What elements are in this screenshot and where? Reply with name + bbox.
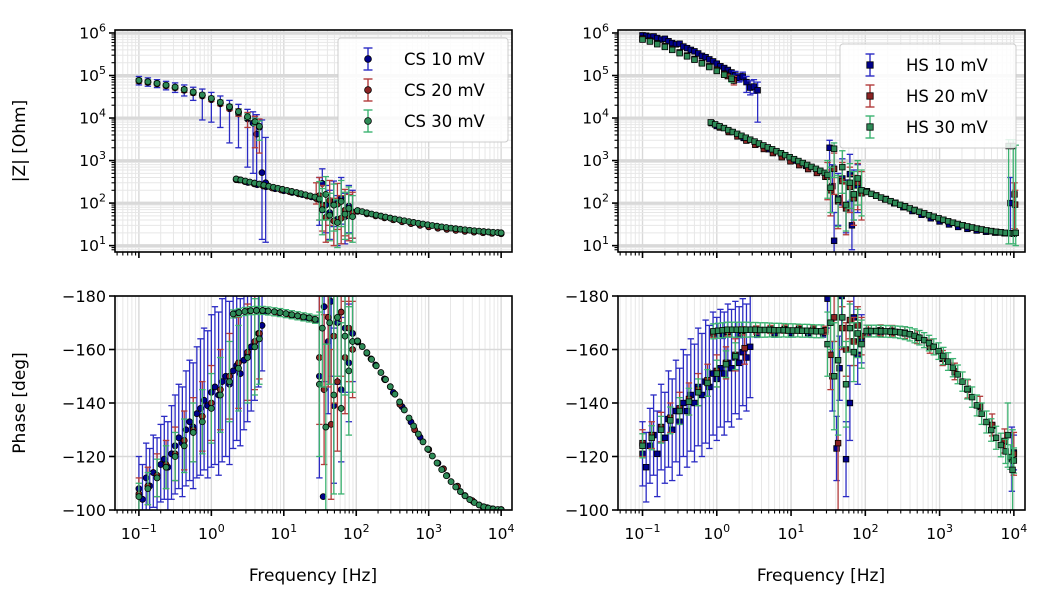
legend-entry: CS 20 mV (363, 78, 486, 102)
tick-label: 101 (582, 234, 609, 255)
data-series-layer (639, 32, 1019, 252)
data-series-layer (135, 296, 505, 510)
tick-label: 10−1 (625, 522, 661, 543)
legend-box (337, 37, 509, 143)
tick-labels: 10−1 100 101 102 103 104 −180 −160 −140 −120 −100 (62, 287, 514, 543)
tick-label: −120 (565, 448, 609, 467)
tick-label: −180 (62, 287, 106, 306)
series-hs-30-mv (639, 296, 1018, 510)
legend-label: CS 10 mV (404, 50, 486, 69)
tick-marks (109, 295, 502, 516)
tick-label: 101 (79, 234, 106, 255)
tick-label: −140 (62, 394, 106, 413)
legend-entry: HS 20 mV (865, 84, 988, 108)
subplots-layer: 106 105 104 103 102 101 CS 10 mV CS 20 mV CS 30 … (62, 21, 1027, 543)
legend-marker-icon (364, 86, 372, 94)
hs-phase-subplot: 10−1 100 101 102 103 104 −180 −160 −140 −120 −100 (565, 287, 1027, 543)
tick-labels: 106 105 104 103 102 101 (79, 21, 106, 255)
tick-label: −140 (565, 394, 609, 413)
legend-box (839, 43, 1017, 149)
tick-label: 106 (582, 21, 609, 42)
tick-label: 102 (582, 192, 609, 213)
tick-label: −100 (62, 501, 106, 520)
tick-label: 101 (270, 522, 297, 543)
tick-label: 102 (343, 522, 370, 543)
tick-label: 100 (198, 522, 225, 543)
tick-label: −100 (565, 501, 609, 520)
legend-entry: CS 10 mV (363, 47, 486, 71)
tick-label: 103 (582, 149, 609, 170)
gridlines (115, 30, 512, 252)
legend-label: HS 10 mV (906, 56, 988, 75)
legend-entry: HS 10 mV (865, 53, 988, 77)
tick-label: 104 (1000, 522, 1027, 543)
tick-label: 103 (415, 522, 442, 543)
tick-label: 104 (488, 522, 515, 543)
tick-marks (612, 295, 1015, 516)
tick-label: 10−1 (121, 522, 157, 543)
tick-label: 102 (79, 192, 106, 213)
axes-spines (617, 29, 1026, 253)
xlabel-frequency-right: Frequency [Hz] (757, 566, 885, 586)
series-cs-30-mv (135, 296, 505, 510)
tick-label: 102 (852, 522, 879, 543)
ylabel-phase: Phase [deg] (10, 352, 30, 453)
cs-magnitude-legend: CS 10 mV CS 20 mV CS 30 mV (337, 37, 509, 143)
tick-label: −160 (565, 341, 609, 360)
cs-magnitude-subplot: 106 105 104 103 102 101 CS 10 mV CS 20 mV CS 30 … (79, 21, 513, 258)
data-series-layer (639, 296, 1018, 510)
legend-marker-icon (866, 92, 874, 100)
series-cs-30-mv (135, 76, 505, 249)
tick-marks (109, 32, 502, 258)
legend-marker-icon (866, 123, 874, 131)
ylabel-impedance: |Z| [Ohm] (10, 100, 30, 183)
tick-label: 104 (79, 107, 106, 128)
tick-marks (612, 32, 1015, 258)
legend-entry: CS 30 mV (363, 109, 486, 133)
tick-label: −120 (62, 448, 106, 467)
tick-label: 104 (582, 107, 609, 128)
hs-magnitude-legend: HS 10 mV HS 20 mV HS 30 mV (839, 43, 1017, 149)
tick-label: 100 (703, 522, 730, 543)
data-series-layer (135, 75, 505, 249)
legend-marker-icon (364, 55, 372, 63)
tick-labels: 10−1 100 101 102 103 104 −180 −160 −140 −120 −100 (565, 287, 1027, 543)
tick-label: 103 (926, 522, 953, 543)
tick-label: 105 (582, 64, 609, 85)
axes-spines (114, 29, 513, 253)
tick-label: 106 (79, 21, 106, 42)
hs-magnitude-subplot: 106 105 104 103 102 101 HS 10 mV HS 20 mV HS 30 … (582, 21, 1026, 258)
legend-label: CS 20 mV (404, 81, 486, 100)
xlabel-frequency-left: Frequency [Hz] (249, 566, 377, 586)
tick-labels: 106 105 104 103 102 101 (582, 21, 609, 255)
legend-label: HS 30 mV (906, 118, 988, 137)
tick-label: −180 (565, 287, 609, 306)
legend-entry: HS 30 mV (865, 115, 988, 139)
legend-marker-icon (866, 61, 874, 69)
legend-marker-icon (364, 117, 372, 125)
tick-label: 101 (778, 522, 805, 543)
tick-label: 105 (79, 64, 106, 85)
legend-label: CS 30 mV (404, 112, 486, 131)
tick-label: 103 (79, 149, 106, 170)
series-hs-30-mv (639, 36, 1019, 247)
cs-phase-subplot: 10−1 100 101 102 103 104 −180 −160 −140 −120 −100 (62, 287, 514, 543)
legend-label: HS 20 mV (906, 87, 988, 106)
tick-label: −160 (62, 341, 106, 360)
